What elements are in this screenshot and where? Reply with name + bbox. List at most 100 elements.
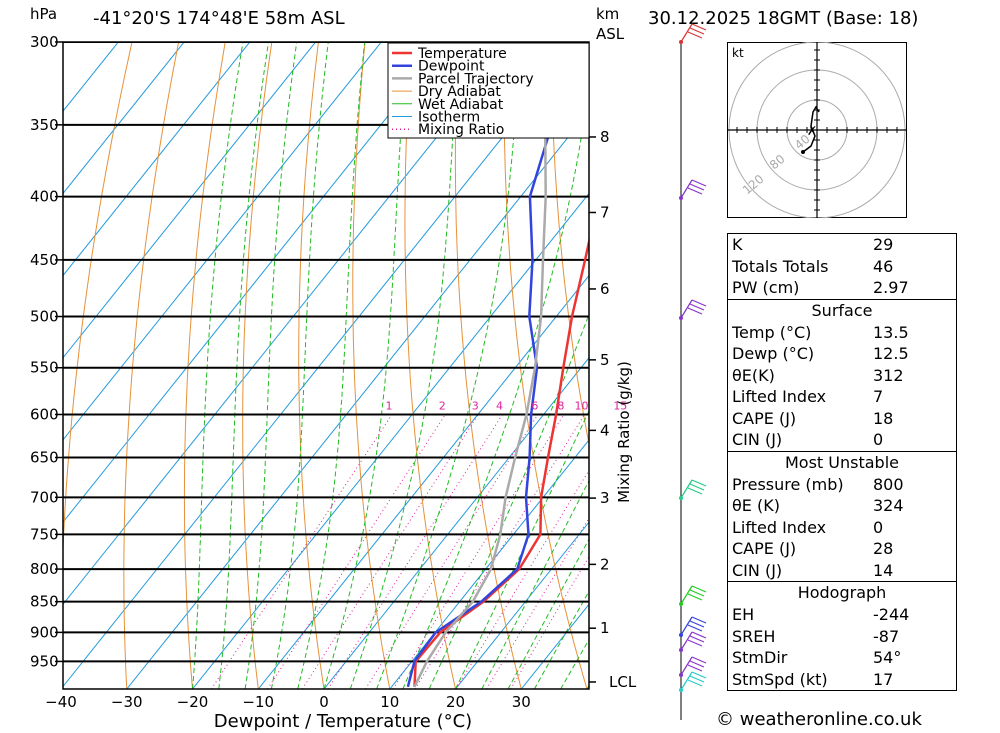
surface-label: θE(K) xyxy=(732,365,775,385)
mixing-ratio-line xyxy=(455,469,589,689)
temperature-tick-label: −40 xyxy=(45,693,77,711)
surface-value: 0 xyxy=(873,430,884,449)
isotherm-line xyxy=(389,439,589,689)
mixing-ratio-line xyxy=(210,414,393,689)
wind-barb xyxy=(680,616,707,636)
dry-adiabat-line xyxy=(183,42,226,689)
temperature-tick-label: 10 xyxy=(380,693,399,711)
temperature-tick-label: −10 xyxy=(242,693,274,711)
mixing-ratio-label: 3 xyxy=(472,399,479,412)
most-unstable-label: CAPE (J) xyxy=(732,539,797,558)
datetime-title: 30.12.2025 18GMT (Base: 18) xyxy=(648,8,919,29)
mixing-ratio-line xyxy=(392,414,565,689)
most-unstable-row: CIN (J) 14 xyxy=(728,560,956,582)
surface-value: 18 xyxy=(873,408,894,428)
isotherm-line xyxy=(257,274,589,689)
wind-barb xyxy=(680,656,707,676)
km-tick-label: 6 xyxy=(600,280,610,298)
isotherm-line xyxy=(323,356,589,689)
index-label: K xyxy=(732,235,743,254)
skew-t-chart: 3003504004505005506006507007508008509009… xyxy=(30,5,640,732)
hodograph-row: EH -244 xyxy=(728,604,956,626)
hodograph-row: StmSpd (kt) 17 xyxy=(728,669,956,691)
hodograph-label: EH xyxy=(732,605,755,624)
mixing-ratio-label: 15 xyxy=(613,399,627,412)
isotherm-line xyxy=(455,521,589,689)
isotherm-line xyxy=(192,192,589,689)
km-tick-label: 1 xyxy=(600,619,610,637)
surface-row: θE(K) 312 xyxy=(728,365,956,387)
mixing-ratio-label: 2 xyxy=(439,399,446,412)
temperature-tick-label: 0 xyxy=(319,693,329,711)
mixing-ratio-axis-title: Mixing Ratio (g/kg) xyxy=(615,361,633,503)
surface-row: Dewp (°C) 12.5 xyxy=(728,343,956,365)
dry-adiabat-line xyxy=(63,42,133,561)
most-unstable-row: Lifted Index 0 xyxy=(728,517,956,539)
dry-adiabat-line xyxy=(597,5,640,689)
dry-adiabat-line xyxy=(123,42,180,689)
mixing-ratio-label: 10 xyxy=(575,399,589,412)
most-unstable-label: Pressure (mb) xyxy=(732,474,844,494)
credit-text: © weatheronline.co.uk xyxy=(716,709,922,730)
x-axis-title: Dewpoint / Temperature (°C) xyxy=(214,711,472,732)
temperature-tick-label: 20 xyxy=(446,693,465,711)
asl-label: ASL xyxy=(596,25,625,43)
pressure-tick-label: 550 xyxy=(30,359,59,377)
temperature-tick-label: 30 xyxy=(512,693,531,711)
pressure-tick-label: 500 xyxy=(30,308,59,326)
pressure-tick-label: 400 xyxy=(30,188,59,206)
most-unstable-value: 14 xyxy=(873,560,894,580)
mixing-ratio-label: 4 xyxy=(496,399,503,412)
hodograph-value: -87 xyxy=(873,626,900,646)
hodograph-label: SREH xyxy=(732,626,776,646)
wet-adiabat-line xyxy=(218,42,270,689)
hodograph-trace xyxy=(802,105,820,153)
hpa-label: hPa xyxy=(30,5,58,23)
wind-barb xyxy=(680,299,707,319)
surface-value: 312 xyxy=(873,365,904,385)
hodograph-point xyxy=(801,150,805,154)
dry-adiabat-line xyxy=(298,42,325,689)
pressure-tick-label: 800 xyxy=(30,560,59,578)
surface-label: Lifted Index xyxy=(732,387,827,406)
hodograph-value: 54° xyxy=(873,648,902,667)
wind-barb xyxy=(680,479,707,499)
isotherm-line xyxy=(63,42,251,277)
pressure-tick-label: 350 xyxy=(30,116,59,134)
legend-label: Parcel Trajectory xyxy=(418,71,534,87)
most-unstable-value: 800 xyxy=(873,474,904,494)
pressure-tick-label: 950 xyxy=(30,652,59,670)
index-label: Totals Totals xyxy=(732,256,829,276)
pressure-tick-label: 750 xyxy=(30,525,59,543)
most-unstable-label: Lifted Index xyxy=(732,517,827,537)
wet-adiabat-line xyxy=(192,42,244,689)
km-tick-label: 5 xyxy=(600,351,610,369)
km-tick-label: 4 xyxy=(600,421,610,439)
surface-value: 12.5 xyxy=(873,344,909,363)
wind-barb xyxy=(680,23,707,43)
mixing-ratio-line xyxy=(267,414,446,689)
pressure-tick-label: 450 xyxy=(30,251,59,269)
isotherm-line xyxy=(63,42,382,441)
pressure-tick-label: 650 xyxy=(30,449,59,467)
pressure-tick-label: 850 xyxy=(30,593,59,611)
most-unstable-label: θE (K) xyxy=(732,496,780,515)
index-label: PW (cm) xyxy=(732,278,800,297)
km-tick-label: 2 xyxy=(600,555,610,573)
wet-adiabat-line xyxy=(244,42,298,689)
profile-dewpoint xyxy=(406,42,554,688)
surface-label: CAPE (J) xyxy=(732,408,797,428)
lcl-label: LCL xyxy=(609,673,637,691)
wet-adiabat-line xyxy=(428,312,589,689)
most-unstable-row: CAPE (J) 28 xyxy=(728,538,956,560)
surface-title: Surface xyxy=(728,298,956,322)
pressure-tick-label: 900 xyxy=(30,623,59,641)
km-label: km xyxy=(596,5,620,23)
wet-adiabat-line xyxy=(297,42,366,689)
hodograph-value: 17 xyxy=(873,669,894,689)
surface-row: CAPE (J) 18 xyxy=(728,408,956,430)
index-value: 29 xyxy=(873,235,894,254)
hodograph-row: SREH -87 xyxy=(728,626,956,648)
wind-barb xyxy=(680,179,707,199)
